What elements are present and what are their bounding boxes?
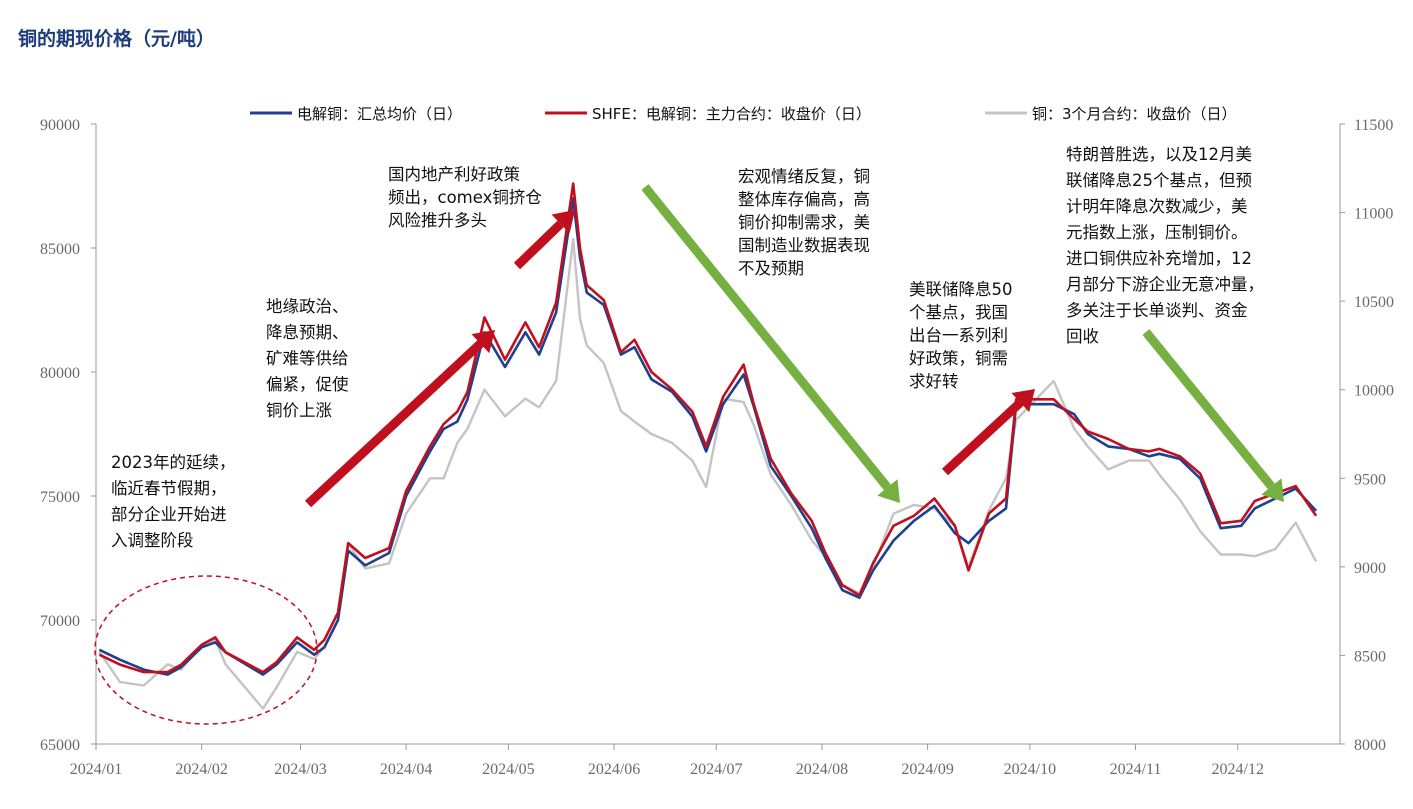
annotation-5-line: 元指数上涨，压制铜价。 — [1066, 223, 1248, 242]
annotation-4-line: 个基点，我国 — [909, 303, 1008, 322]
arrow-up-3-head — [1011, 389, 1035, 413]
annotation-1-line: 矿难等供给 — [266, 349, 349, 368]
series-line-1 — [98, 182, 1318, 674]
annotation-5-line: 多关注于长单谈判、资金 — [1066, 301, 1248, 320]
right-tick-label: 11000 — [1354, 206, 1393, 223]
arrow-up-3-shaft — [941, 399, 1024, 476]
arrow-down-1-shaft — [641, 184, 891, 491]
right-tick-label: 8500 — [1354, 648, 1386, 665]
x-tick-label: 2024/03 — [274, 761, 326, 778]
annotation-3-line: 不及预期 — [738, 259, 804, 278]
left-tick-label: 70000 — [40, 613, 80, 630]
arrow-up-1-head — [471, 330, 495, 354]
annotation-0-line: 入调整阶段 — [111, 531, 194, 550]
annotation-5-line: 计明年降息次数减少，美 — [1066, 197, 1248, 216]
annotation-5-line: 进口铜供应补充增加，12 — [1066, 249, 1252, 268]
annotation-1-line: 偏紧，促使 — [266, 375, 349, 394]
x-tick-label: 2024/06 — [588, 761, 640, 778]
arrow-down-2-shaft — [1142, 329, 1275, 490]
series-line-2 — [98, 237, 1318, 710]
annotation-2-line: 频出，comex铜挤仓 — [388, 188, 542, 207]
left-tick-label: 85000 — [40, 241, 80, 258]
arrow-up-1-shaft — [304, 340, 484, 508]
arrow-down-2-head — [1261, 478, 1284, 502]
annotation-3-line: 宏观情绪反复，铜 — [738, 167, 870, 186]
series-line-0 — [98, 197, 1318, 676]
annotation-1-line: 铜价上涨 — [266, 401, 332, 420]
annotation-4-line: 出台一系列利 — [909, 326, 1008, 345]
annotation-4-line: 好政策，铜需 — [909, 349, 1008, 368]
legend-label-2: 铜：3个月合约：收盘价（日） — [1032, 105, 1237, 123]
annotation-5-line: 特朗普胜选，以及12月美 — [1066, 145, 1252, 164]
annotation-2-line: 风险推升多头 — [388, 211, 487, 230]
x-tick-label: 2024/01 — [70, 761, 122, 778]
axes: 65000 70000 75000 80000 85000 90000 8000 8500 90… — [40, 117, 1394, 778]
left-tick-label: 75000 — [40, 489, 80, 506]
legend-label-0: 电解铜：汇总均价（日） — [297, 105, 462, 123]
x-tick-label: 2024/09 — [901, 761, 953, 778]
x-tick-label: 2024/12 — [1212, 761, 1264, 778]
right-tick-label: 9000 — [1354, 560, 1386, 577]
annotation-3-line: 铜价抑制需求，美 — [738, 213, 870, 232]
chart-title: 铜的期现价格（元/吨） — [18, 28, 215, 50]
annotation-0-line: 2023年的延续， — [111, 453, 236, 472]
right-tick-label: 8000 — [1354, 737, 1386, 754]
annotation-2-line: 国内地产利好政策 — [388, 165, 520, 184]
x-tick-label: 2024/05 — [482, 761, 534, 778]
annotation-0-line: 临近春节假期， — [111, 479, 227, 498]
right-tick-label: 11500 — [1354, 117, 1393, 134]
arrow-down-1-head — [877, 479, 900, 503]
left-tick-label: 90000 — [40, 117, 80, 134]
legend: 电解铜：汇总均价（日） SHFE：电解铜：主力合约：收盘价（日） 铜：3个月合约：收… — [250, 105, 1237, 123]
x-tick-label: 2024/10 — [1004, 761, 1056, 778]
annotation-arrows — [94, 184, 1284, 725]
right-tick-label: 9500 — [1354, 471, 1386, 488]
dashed-ellipse — [94, 575, 318, 725]
annotation-0-line: 部分企业开始进 — [111, 505, 227, 524]
x-tick-label: 2024/11 — [1110, 761, 1162, 778]
left-tick-label: 80000 — [40, 365, 80, 382]
x-tick-label: 2024/07 — [690, 761, 742, 778]
arrow-up-2-shaft — [513, 220, 564, 270]
series-lines — [98, 182, 1318, 710]
arrow-up-2-head — [551, 210, 575, 234]
annotation-3-line: 整体库存偏高，高 — [738, 190, 870, 209]
x-tick-label: 2024/04 — [380, 761, 432, 778]
annotation-3-line: 国制造业数据表现 — [738, 236, 870, 255]
x-tick-label: 2024/02 — [175, 761, 227, 778]
annotation-4-line: 求好转 — [909, 372, 959, 391]
annotation-5-line: 回收 — [1066, 327, 1099, 346]
right-tick-label: 10000 — [1354, 383, 1394, 400]
x-tick-label: 2024/08 — [796, 761, 848, 778]
right-tick-label: 10500 — [1354, 294, 1394, 311]
annotation-5-line: 联储降息25个基点，但预 — [1066, 171, 1252, 190]
annotation-4-line: 美联储降息50 — [909, 280, 1013, 299]
legend-label-1: SHFE：电解铜：主力合约：收盘价（日） — [592, 105, 871, 123]
annotation-1-line: 降息预期、 — [266, 323, 349, 342]
annotation-5-line: 月部分下游企业无意冲量， — [1066, 275, 1264, 294]
left-tick-label: 65000 — [40, 737, 80, 754]
annotation-1-line: 地缘政治、 — [266, 297, 349, 316]
